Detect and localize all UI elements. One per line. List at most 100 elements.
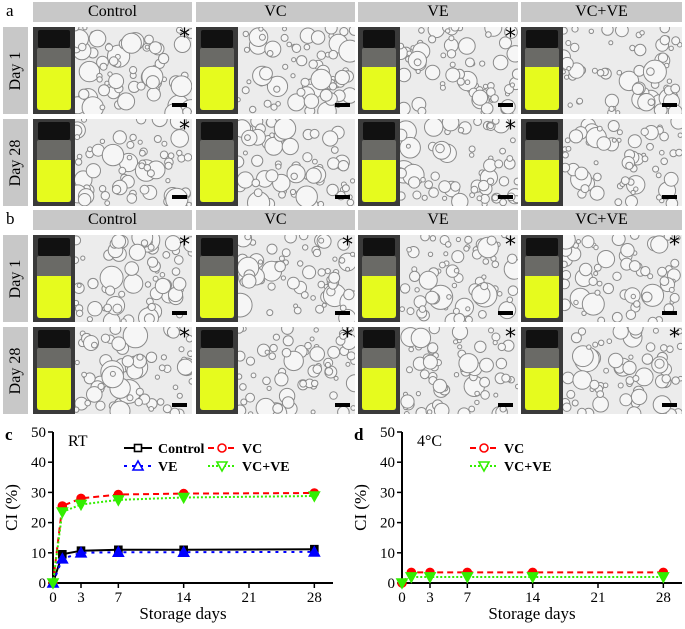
series-line-vc [52,492,315,584]
y-tick-label: 50 [31,425,46,441]
asterisk-marker: * [505,327,516,350]
sample-cell: * [358,235,518,322]
x-tick-label: 28 [656,590,671,606]
series-line-ve [52,550,315,584]
x-tick-label: 21 [591,590,606,606]
scale-bar [335,311,350,315]
column-header: Control [33,210,192,230]
data-point [76,546,86,555]
column-header: VE [358,2,518,22]
emulsion-liquid [37,66,71,110]
emulsion-liquid [200,66,234,110]
micrograph [75,235,192,322]
vial-cap [526,238,558,256]
x-tick-label: 21 [242,590,257,606]
row-label-text: Day 1 [6,259,24,298]
legend-marker [479,443,489,453]
column-header: Control [33,2,192,22]
asterisk-marker: * [342,235,353,258]
sample-cell: * [33,327,192,414]
row-label: Day 28 [3,119,28,206]
vial-cap [201,238,233,256]
vial-photo [33,235,75,322]
micrograph [75,119,192,206]
data-point [526,572,540,584]
scale-bar [498,103,513,107]
emulsion-liquid [525,276,559,318]
data-point [55,507,69,519]
data-point [395,578,409,590]
asterisk-marker: * [505,235,516,258]
micrograph [400,327,518,414]
vial-photo [196,327,238,414]
emulsion-liquid [525,160,559,202]
asterisk-marker: * [179,119,190,142]
scale-bar [172,311,187,315]
vial-cap [526,122,558,140]
condition-annotation: RT [68,433,88,450]
vial-photo [196,27,238,114]
vial-photo [521,235,563,322]
column-header: VC+VE [521,2,682,22]
vial-cap [363,30,395,48]
vial-photo [358,327,400,414]
micrograph [238,119,355,206]
panel-label: d [354,425,364,444]
legend-marker [215,461,229,473]
asterisk-marker: * [669,327,680,350]
x-tick-label: 0 [398,590,406,606]
legend-marker [477,461,491,473]
y-tick-label: 30 [380,485,395,501]
y-tick-label: 0 [39,576,47,592]
micrograph [238,27,355,114]
micrograph [75,327,192,414]
micrograph [563,235,682,322]
vial-photo [358,27,400,114]
vial-cap [201,330,233,348]
sample-cell: * [358,27,518,114]
panel-label: a [6,1,14,20]
vial-cap [363,238,395,256]
vial-photo [521,119,563,206]
data-point [113,489,124,500]
sample-cell [521,119,682,206]
micrograph [238,235,355,322]
vial-photo [521,27,563,114]
sample-cell [521,27,682,114]
series-line-vc-ve [401,576,664,584]
scale-bar [662,195,677,199]
y-axis-label: CI (%) [351,484,370,531]
scale-bar [662,103,677,107]
scale-bar [498,195,513,199]
x-tick-label: 3 [426,590,434,606]
vial-cap [38,238,70,256]
sample-cell [196,119,355,206]
y-tick-label: 40 [380,455,395,471]
scale-bar [172,195,187,199]
x-tick-label: 14 [525,590,541,606]
y-tick-label: 30 [31,485,46,501]
emulsion-liquid [200,160,234,202]
data-point [177,545,191,557]
emulsion-liquid [200,276,234,318]
emulsion-liquid [525,66,559,110]
data-point [114,545,123,555]
condition-annotation: 4°C [417,433,442,450]
asterisk-marker: * [179,327,190,350]
y-tick-label: 40 [31,455,46,471]
sample-cell: * [521,327,682,414]
legend-label: VE [158,460,177,475]
data-point [527,567,538,578]
micrograph [563,27,682,114]
scale-bar [335,103,350,107]
scale-bar [498,311,513,315]
emulsion-liquid [362,276,396,318]
x-tick-label: 3 [77,590,85,606]
vial-photo [33,327,75,414]
data-point [309,488,320,498]
data-point [46,578,60,590]
emulsion-liquid [362,368,396,410]
vial-photo [196,119,238,206]
asterisk-marker: * [505,27,516,50]
data-point [177,492,191,505]
